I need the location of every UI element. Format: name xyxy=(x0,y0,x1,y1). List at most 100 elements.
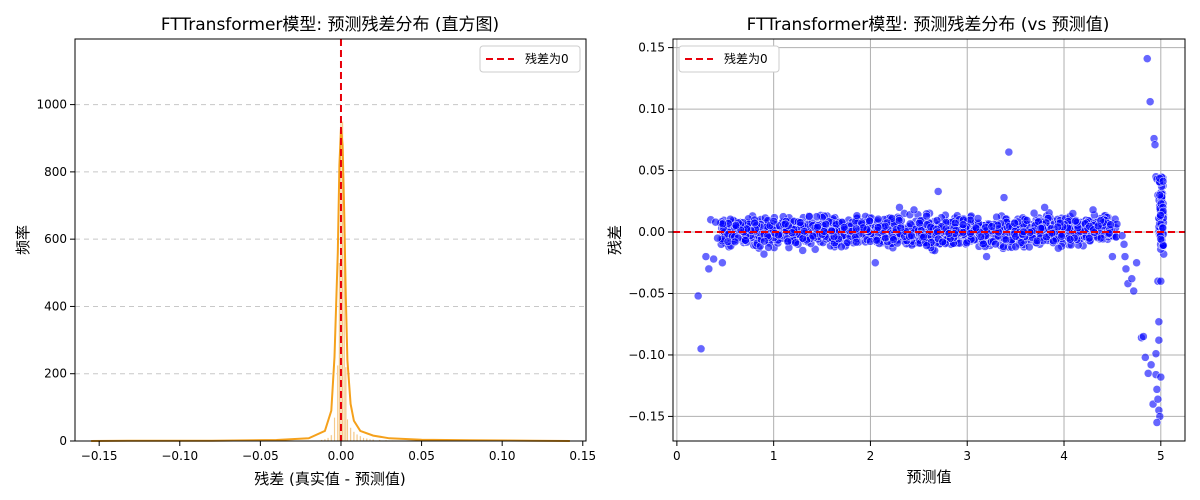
scatter-point xyxy=(872,236,882,245)
scatter-point xyxy=(696,344,706,354)
histogram-x-axis-label: 残差 (真实值 - 预测值) xyxy=(254,470,405,488)
scatter-point xyxy=(1141,353,1150,362)
scatter-legend-label: 残差为0 xyxy=(724,52,768,66)
scatter-legend: 残差为0 xyxy=(678,45,780,73)
scatter-point xyxy=(1010,218,1019,228)
histogram-x-tick-label: −0.15 xyxy=(81,449,118,463)
histogram-bar xyxy=(330,434,333,442)
scatter-point xyxy=(1088,205,1098,215)
scatter-point xyxy=(798,246,807,255)
scatter-point xyxy=(889,235,898,244)
scatter-point xyxy=(944,229,954,238)
scatter-point xyxy=(905,219,915,229)
scatter-point xyxy=(1104,229,1114,238)
scatter-point xyxy=(1156,234,1166,244)
scatter-title: FTTransformer模型: 预测残差分布 (vs 预测值) xyxy=(747,15,1110,35)
scatter-point xyxy=(837,242,846,252)
scatter-point xyxy=(865,216,874,226)
scatter-point xyxy=(1143,54,1152,63)
histogram-bar xyxy=(346,418,349,442)
scatter-point xyxy=(713,233,722,243)
scatter-point xyxy=(842,238,852,247)
scatter-point xyxy=(1152,418,1162,427)
scatter-point xyxy=(873,214,883,224)
scatter-point xyxy=(909,205,919,215)
scatter-point xyxy=(1120,252,1130,261)
scatter-point xyxy=(718,219,727,229)
scatter-point xyxy=(1071,216,1080,226)
scatter-point xyxy=(966,229,975,238)
scatter-point xyxy=(723,237,733,246)
scatter-x-axis-label: 预测值 xyxy=(906,468,951,486)
scatter-point xyxy=(791,238,800,247)
scatter-point xyxy=(821,219,831,229)
scatter-point xyxy=(1032,236,1042,246)
scatter-y-tick-label: −0.05 xyxy=(628,286,665,300)
scatter-point xyxy=(1132,258,1141,267)
scatter-point xyxy=(730,237,740,247)
scatter-point xyxy=(1022,216,1032,225)
scatter-point xyxy=(922,241,931,250)
scatter-point xyxy=(693,291,703,301)
histogram-y-tick-label: 0 xyxy=(59,434,67,448)
scatter-point xyxy=(915,218,924,228)
histogram-bar xyxy=(349,427,352,442)
histogram-plot-frame xyxy=(74,38,587,442)
scatter-point xyxy=(895,203,904,212)
scatter-point xyxy=(704,264,714,274)
histogram-x-tick-label: 0.10 xyxy=(489,449,516,463)
scatter-point xyxy=(701,252,711,261)
scatter-point xyxy=(1156,276,1166,286)
scatter-point xyxy=(1040,203,1049,212)
scatter-y-tick-label: 0.15 xyxy=(638,41,665,55)
scatter-point xyxy=(871,258,880,267)
scatter-point xyxy=(1054,243,1063,253)
scatter-y-ticks: −0.15 −0.10 −0.05 0.00 0.05 0.10 0.15 xyxy=(628,41,673,423)
scatter-point xyxy=(979,239,988,249)
scatter-point xyxy=(976,232,986,242)
scatter-point xyxy=(1084,233,1094,243)
scatter-point xyxy=(798,234,808,243)
histogram-bar xyxy=(356,434,359,442)
scatter-x-tick-label: 0 xyxy=(673,449,681,463)
scatter-point xyxy=(999,193,1009,202)
scatter-point xyxy=(810,245,820,254)
scatter-point xyxy=(1053,222,1063,232)
scatter-y-axis-label: 残差 xyxy=(606,225,624,255)
scatter-point xyxy=(851,237,861,247)
scatter-point xyxy=(1155,190,1165,200)
scatter-y-tick-label: 0.00 xyxy=(638,225,665,239)
histogram-bar xyxy=(344,366,347,442)
histogram-y-tick-label: 800 xyxy=(44,165,67,179)
scatter-point xyxy=(764,243,773,252)
scatter-point xyxy=(1143,369,1153,378)
scatter-point xyxy=(1065,235,1075,244)
scatter-point xyxy=(718,258,727,267)
scatter-point xyxy=(1093,221,1103,231)
histogram-y-tick-label: 600 xyxy=(44,232,67,246)
histogram-legend-box xyxy=(479,45,581,73)
scatter-point xyxy=(1119,240,1129,249)
scatter-point xyxy=(1047,228,1057,238)
scatter-point xyxy=(1154,317,1164,327)
scatter-point xyxy=(731,221,741,230)
scatter-x-tick-label: 3 xyxy=(963,449,971,463)
scatter-point xyxy=(1029,208,1039,218)
scatter-point xyxy=(1121,264,1131,274)
scatter-points xyxy=(693,54,1168,427)
scatter-point xyxy=(1152,385,1162,394)
histogram-bar xyxy=(362,437,365,442)
scatter-point xyxy=(1150,140,1160,149)
histogram-x-tick-label: 0.05 xyxy=(408,449,435,463)
histogram-x-ticks: −0.15 −0.10 −0.05 0.00 0.05 0.10 0.15 xyxy=(81,441,596,463)
scatter-x-tick-label: 5 xyxy=(1157,449,1165,463)
scatter-point xyxy=(880,221,890,231)
scatter-point xyxy=(1146,360,1156,370)
histogram-x-tick-label: 0.00 xyxy=(328,449,355,463)
scatter-point xyxy=(1117,231,1127,240)
scatter-plot-frame xyxy=(672,38,1186,442)
scatter-y-tick-label: 0.05 xyxy=(638,164,665,178)
scatter-point xyxy=(780,219,790,229)
